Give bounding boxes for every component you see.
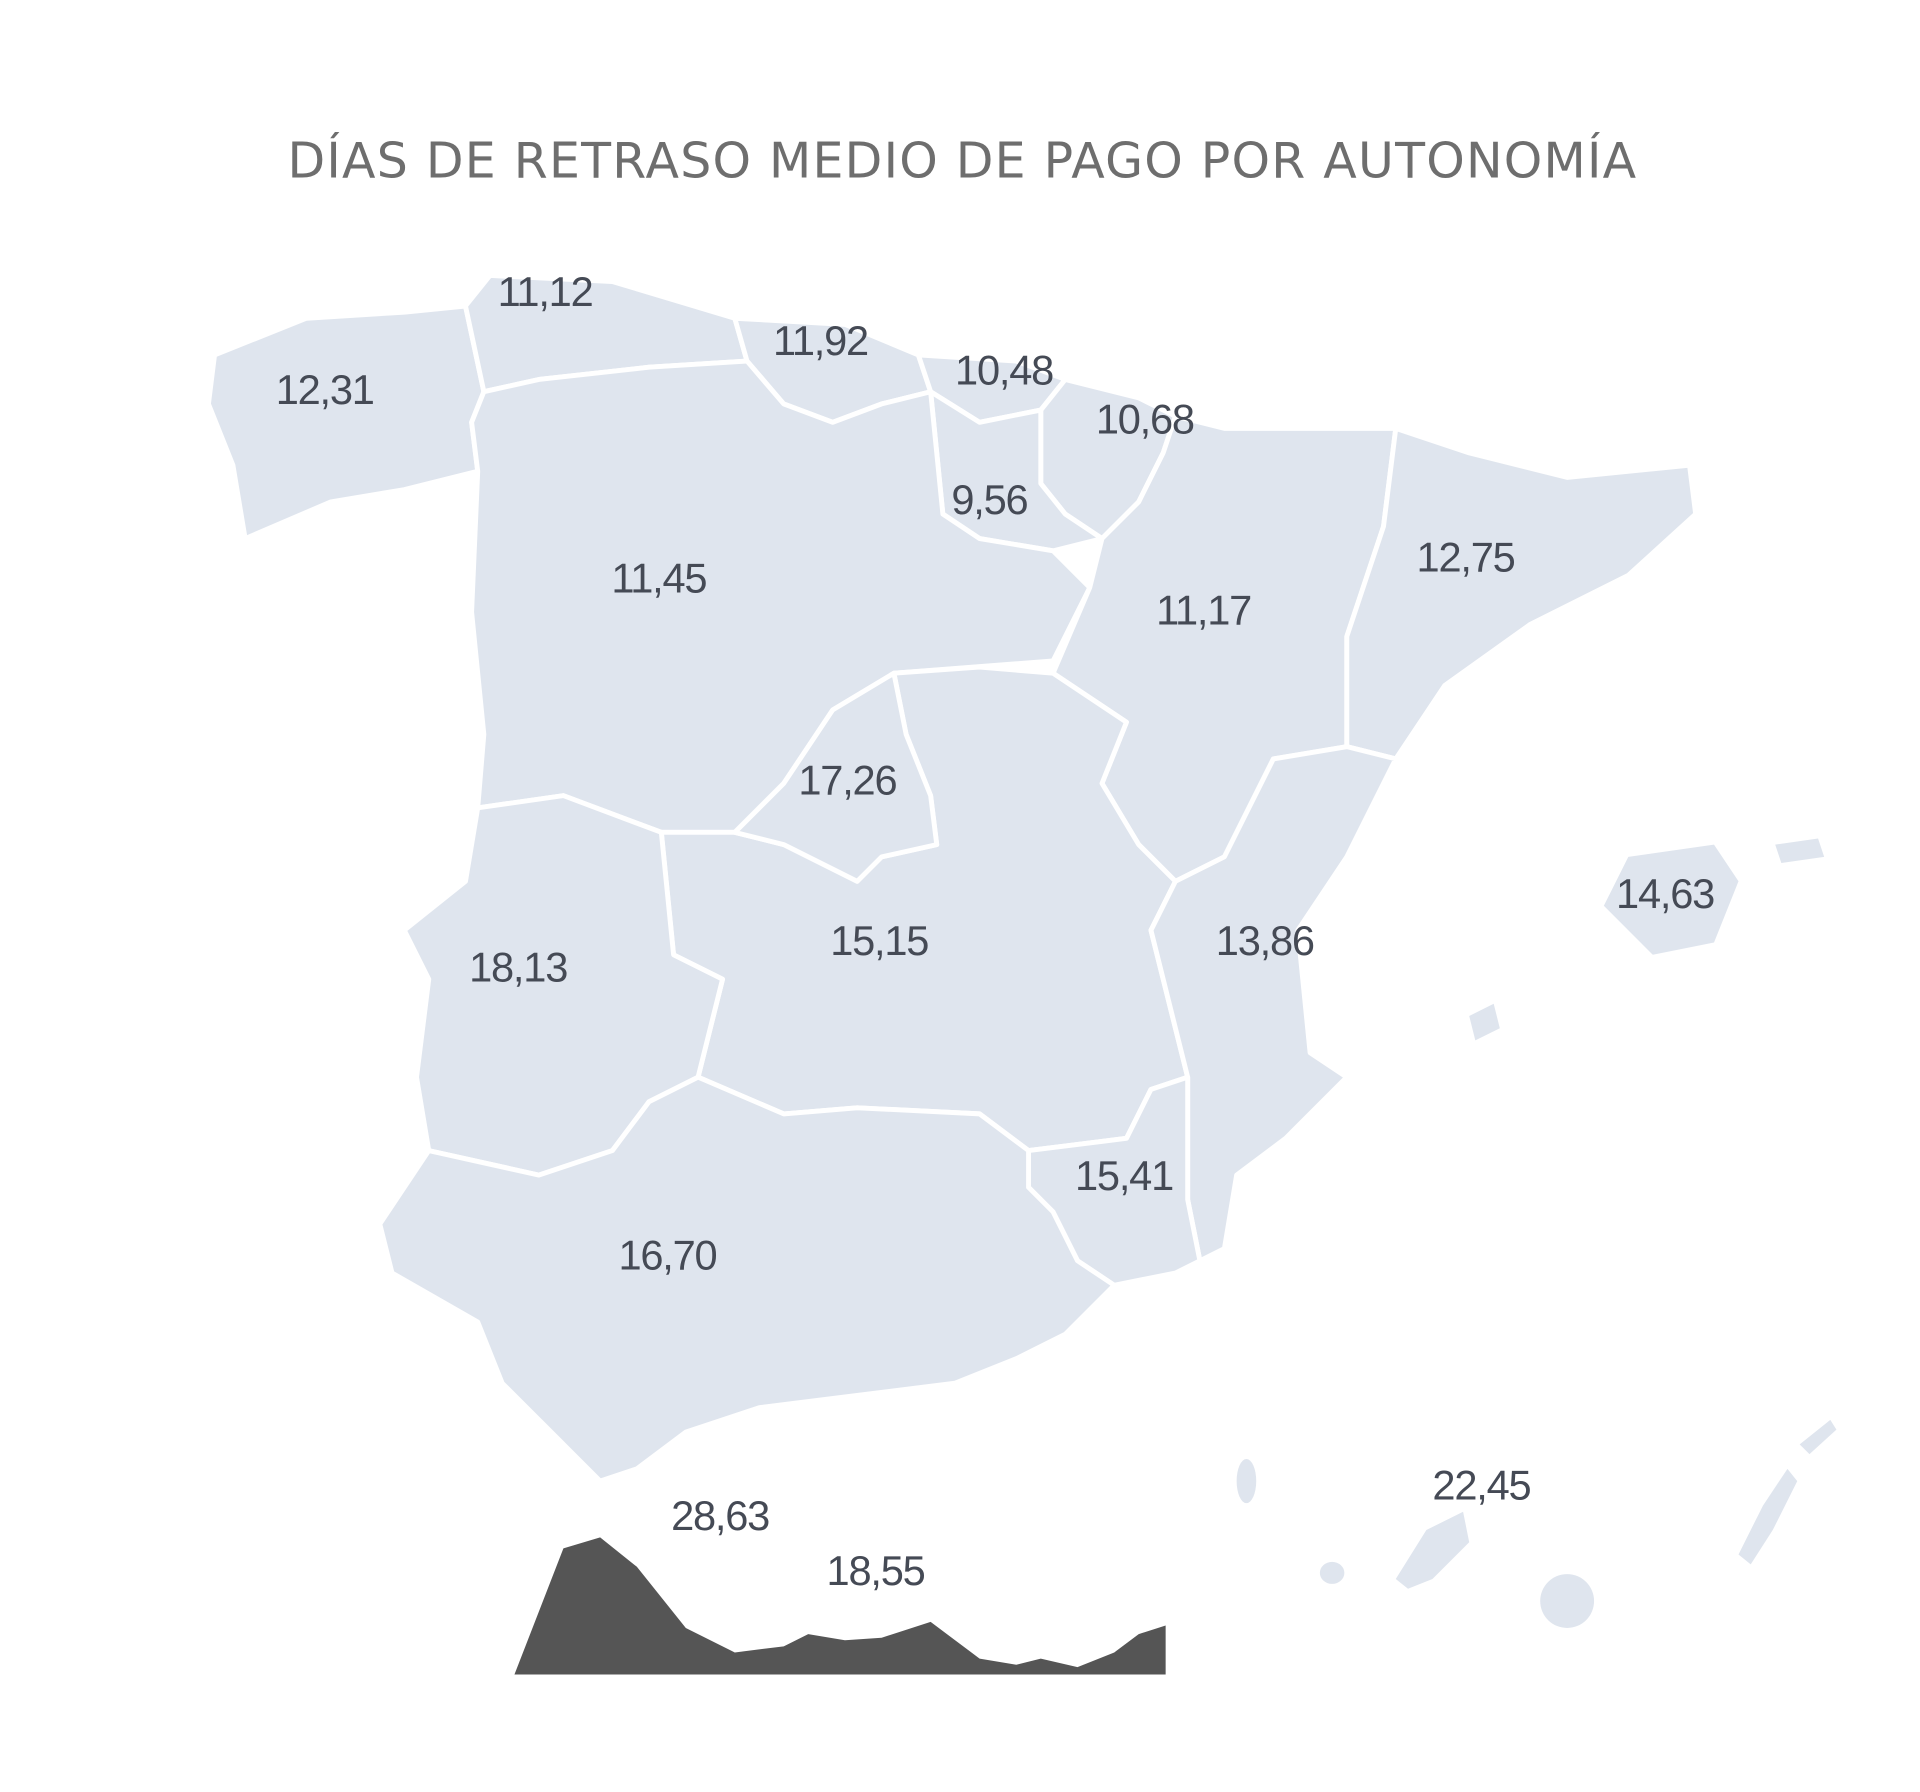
label-castilla-leon: 11,45 [611,554,706,601]
region-madrid[interactable] [732,670,940,884]
region-galicia[interactable] [205,303,487,542]
region-canarias[interactable] [1236,1419,1837,1628]
label-pais-vasco: 10,48 [955,346,1053,393]
label-extremadura: 18,13 [469,944,567,991]
label-asturias: 11,12 [498,268,593,315]
region-valencia[interactable] [1148,744,1399,1264]
label-navarra: 10,68 [1096,395,1194,442]
map-title: DÍAS DE RETRASO MEDIO DE PAGO POR AUTONO… [287,130,1637,189]
label-galicia: 12,31 [276,366,374,413]
label-valencia: 13,86 [1216,917,1314,964]
label-cantabria: 11,92 [773,317,868,364]
label-melilla: 18,55 [827,1547,925,1594]
label-la-rioja: 9,56 [951,476,1027,523]
label-madrid: 17,26 [798,756,896,803]
region-cataluna[interactable] [1344,425,1699,762]
region-castilla-leon[interactable] [469,358,1093,835]
label-baleares: 14,63 [1616,870,1714,917]
label-canarias: 22,45 [1432,1461,1530,1508]
label-murcia: 15,41 [1075,1152,1173,1199]
region-baleares[interactable] [1469,838,1825,1041]
label-cataluna: 12,75 [1417,534,1515,581]
label-ceuta: 28,63 [671,1492,769,1539]
label-aragon: 11,17 [1156,586,1251,633]
decorative-silhouette [514,1537,1166,1675]
label-castilla-la-mancha: 15,15 [830,917,928,964]
region-andalucia[interactable] [377,1074,1117,1484]
label-andalucia: 16,70 [618,1231,716,1278]
